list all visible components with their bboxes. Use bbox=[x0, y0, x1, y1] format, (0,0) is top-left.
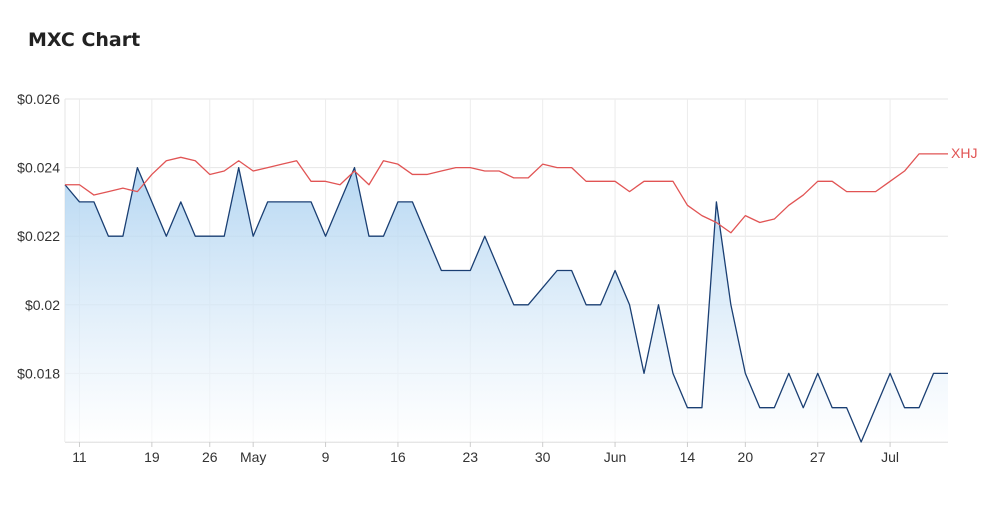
x-tick-label: Jun bbox=[604, 449, 627, 465]
x-tick-label: 26 bbox=[202, 449, 218, 465]
series-layer bbox=[64, 153, 948, 443]
x-tick-label: 30 bbox=[535, 449, 551, 465]
legend-xhj-label: XHJ bbox=[951, 145, 977, 161]
x-tick-label: 23 bbox=[463, 449, 479, 465]
x-tick-label: 19 bbox=[144, 449, 160, 465]
mxc-line bbox=[64, 166, 948, 443]
x-tick-label: Jul bbox=[881, 449, 899, 465]
x-tick-label: 14 bbox=[680, 449, 696, 465]
y-tick-label: $0.026 bbox=[17, 91, 60, 107]
x-axis: 11 19 26 May 9 16 23 30 Jun 14 20 27 Jul bbox=[65, 441, 948, 465]
y-tick-label: $0.022 bbox=[17, 228, 60, 244]
page-title: MXC Chart bbox=[28, 29, 141, 51]
legend: XHJ bbox=[951, 145, 977, 161]
y-tick-label: $0.024 bbox=[17, 160, 60, 176]
y-tick-label: $0.018 bbox=[17, 365, 60, 381]
x-tick-label: 11 bbox=[72, 449, 87, 465]
xhj-line bbox=[65, 153, 948, 234]
x-tick-label: 16 bbox=[390, 449, 406, 465]
x-tick-label: 20 bbox=[738, 449, 754, 465]
y-tick-label: $0.02 bbox=[25, 297, 60, 313]
mxc-area bbox=[65, 167, 948, 442]
y-axis: $0.026 $0.024 $0.022 $0.02 $0.018 bbox=[17, 91, 60, 381]
x-tick-label: May bbox=[240, 449, 266, 465]
x-tick-label: 9 bbox=[322, 449, 330, 465]
x-tick-label: 27 bbox=[810, 449, 826, 465]
